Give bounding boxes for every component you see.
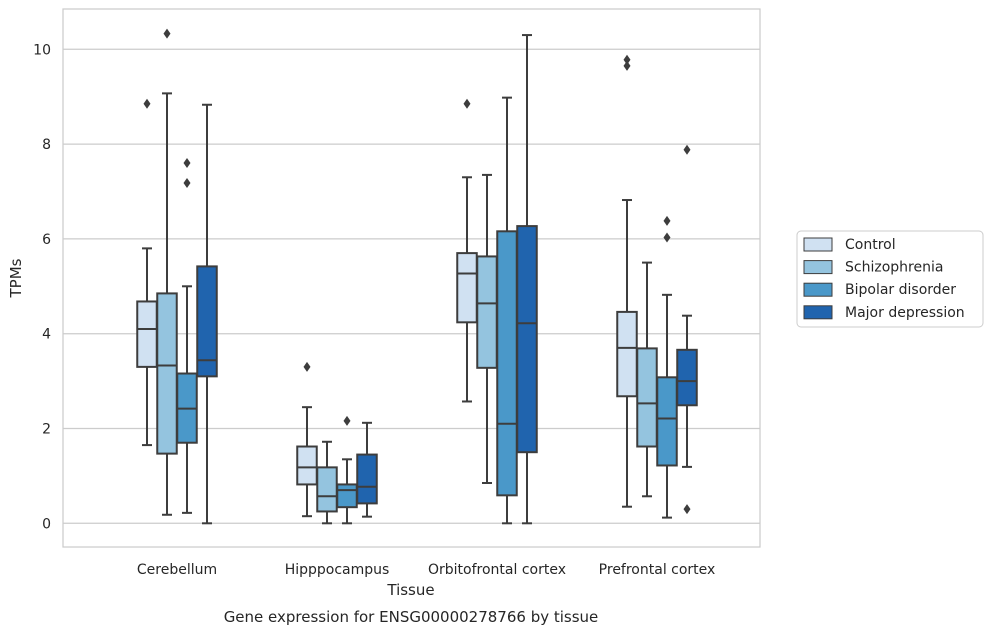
iqr-box <box>676 348 698 407</box>
outlier-point <box>623 54 631 65</box>
iqr-box <box>296 445 318 486</box>
outlier-point <box>183 158 191 169</box>
y-tick-label: 0 <box>42 516 51 532</box>
box-bipolar-disorder <box>176 158 198 514</box>
box-control <box>616 54 638 508</box>
outlier-point <box>163 28 171 39</box>
y-axis-label: TPMs <box>7 258 25 298</box>
outlier-point <box>463 98 471 109</box>
box-bipolar-disorder <box>656 215 678 519</box>
legend-label: Major depression <box>845 305 965 321</box>
legend: Control Schizophrenia Bipolar disorder Majo… <box>796 230 984 328</box>
iqr-box <box>516 225 538 454</box>
y-tick-labels: 0 2 4 6 8 10 <box>33 42 51 532</box>
outlier-point <box>683 144 691 155</box>
outlier-point <box>663 232 671 243</box>
x-tick-labels: Cerebellum Hipppocampus Orbitofrontal cort… <box>137 562 715 578</box>
x-tick-label: Hipppocampus <box>285 562 390 578</box>
y-tick-label: 4 <box>42 327 51 343</box>
iqr-box <box>136 300 158 368</box>
iqr-box <box>656 376 678 467</box>
iqr-box <box>356 453 378 505</box>
box-major-depression <box>516 34 538 525</box>
y-tick-label: 2 <box>42 421 51 437</box>
chart-title: Gene expression for ENSG00000278766 by t… <box>224 608 599 626</box>
box-major-depression <box>676 144 698 515</box>
iqr-box <box>456 252 478 324</box>
legend-swatch <box>803 260 833 275</box>
box-schizophrenia <box>636 261 658 498</box>
iqr-box <box>316 466 338 513</box>
x-tick-label: Cerebellum <box>137 562 217 578</box>
legend-swatch <box>803 305 833 320</box>
iqr-box <box>156 292 178 455</box>
y-tick-label: 6 <box>42 232 51 248</box>
outlier-point <box>343 415 351 426</box>
box-bipolar-disorder <box>336 415 358 525</box>
box-major-depression <box>196 103 218 525</box>
outlier-point <box>683 504 691 515</box>
x-tick-label: Orbitofrontal cortex <box>428 562 566 578</box>
legend-label: Control <box>845 237 896 253</box>
legend-swatch <box>803 282 833 297</box>
iqr-box <box>476 255 498 369</box>
plot-area <box>62 8 761 548</box>
outlier-point <box>663 215 671 226</box>
iqr-box <box>196 265 218 378</box>
outlier-point <box>623 60 631 71</box>
outlier-point <box>183 177 191 188</box>
outlier-point <box>143 98 151 109</box>
iqr-box <box>636 347 658 448</box>
box-control <box>296 361 318 518</box>
y-tick-label: 10 <box>33 42 51 58</box>
iqr-box <box>616 310 638 398</box>
legend-frame <box>796 230 984 328</box>
y-tick-label: 8 <box>42 137 51 153</box>
box-groups <box>136 28 698 525</box>
legend-swatch <box>803 237 833 252</box>
legend-label: Schizophrenia <box>845 260 943 276</box>
x-axis-label: Tissue <box>386 581 434 599</box>
x-tick-label: Prefrontal cortex <box>599 562 716 578</box>
iqr-box <box>336 483 358 509</box>
outlier-point <box>303 361 311 372</box>
legend-label: Bipolar disorder <box>845 282 956 298</box>
box-major-depression <box>356 421 378 518</box>
iqr-box <box>496 230 518 497</box>
